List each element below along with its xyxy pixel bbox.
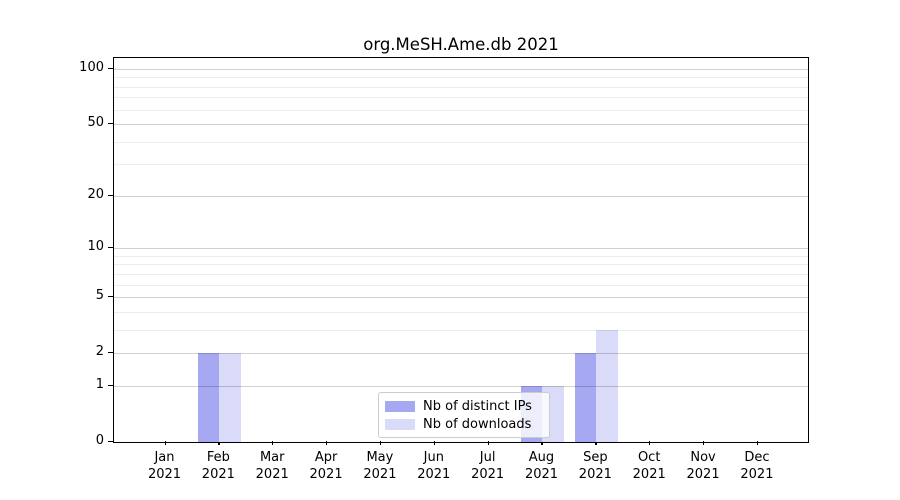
x-tick-mark (164, 441, 166, 445)
x-tick-month: Jul (479, 450, 496, 465)
legend: Nb of distinct IPs Nb of downloads (378, 392, 550, 438)
x-tick-label-sep: Sep 2021 (561, 450, 629, 483)
x-tick-label-jul: Jul 2021 (454, 450, 522, 483)
x-tick-year: 2021 (309, 466, 343, 482)
legend-label-downloads: Nb of downloads (423, 416, 532, 432)
x-tick-month: Jun (423, 450, 444, 465)
y-tick-label: 10 (87, 239, 104, 255)
x-tick-label-jan: Jan 2021 (131, 450, 199, 483)
major-gridline (114, 195, 808, 197)
minor-gridline (114, 164, 808, 166)
x-tick-year: 2021 (417, 466, 451, 482)
y-tick-label: 100 (79, 59, 104, 75)
y-tick-mark (108, 441, 113, 443)
x-tick-month: Mar (259, 450, 285, 465)
y-tick-label: 2 (95, 344, 104, 360)
x-tick-label-jun: Jun 2021 (400, 450, 468, 483)
x-tick-month: Nov (690, 450, 716, 465)
x-tick-year: 2021 (201, 466, 235, 482)
x-tick-mark (487, 441, 489, 445)
x-tick-year: 2021 (524, 466, 559, 482)
y-tick-mark (108, 296, 113, 298)
y-tick-mark (108, 247, 113, 249)
y-tick-label: 5 (95, 288, 104, 304)
x-tick-label-oct: Oct 2021 (615, 450, 683, 483)
y-tick-label: 0 (95, 433, 104, 448)
x-tick-month: May (366, 450, 394, 465)
x-tick-mark (595, 441, 597, 445)
x-tick-year: 2021 (740, 466, 774, 482)
minor-gridline (114, 109, 808, 111)
x-tick-mark (541, 441, 543, 445)
distinct-ips-color-swatch-icon (385, 400, 415, 412)
x-tick-year: 2021 (363, 466, 397, 482)
x-tick-year: 2021 (632, 466, 666, 482)
x-tick-month: Sep (583, 450, 608, 465)
y-tick-mark (108, 67, 113, 70)
minor-gridline (114, 255, 808, 257)
x-tick-label-feb: Feb 2021 (184, 450, 252, 483)
x-tick-label-dec: Dec 2021 (723, 450, 791, 483)
plot-area (113, 57, 809, 443)
x-tick-label-aug: Aug 2021 (507, 450, 575, 483)
x-tick-month: Oct (637, 450, 661, 465)
x-tick-label-may: May 2021 (346, 450, 414, 483)
x-tick-year: 2021 (255, 466, 289, 482)
x-tick-year: 2021 (686, 466, 720, 482)
minor-gridline (114, 264, 808, 266)
x-tick-month: Apr (314, 450, 338, 465)
x-tick-mark (433, 441, 435, 445)
y-tick-mark (108, 123, 113, 125)
x-tick-year: 2021 (578, 466, 612, 482)
x-tick-label-apr: Apr 2021 (292, 450, 360, 483)
legend-item-downloads: Nb of downloads (385, 417, 549, 432)
x-tick-year: 2021 (471, 466, 505, 482)
bar-downloads-sep (596, 329, 618, 442)
minor-gridline (114, 273, 808, 275)
y-tick-mark (108, 194, 113, 197)
minor-gridline (114, 329, 808, 331)
x-tick-month: Dec (744, 450, 770, 465)
downloads-color-swatch-icon (385, 418, 415, 430)
chart-title: org.MeSH.Ame.db 2021 (363, 35, 559, 54)
minor-gridline (114, 97, 808, 99)
x-tick-mark (379, 441, 382, 445)
minor-gridline (114, 284, 808, 286)
minor-gridline (114, 141, 808, 143)
y-tick-mark (108, 352, 113, 354)
major-gridline (114, 297, 808, 299)
x-tick-mark (326, 441, 328, 445)
minor-gridline (114, 86, 808, 88)
bar-distinct-ips-feb (197, 353, 220, 442)
major-gridline (114, 248, 808, 250)
x-tick-month: Feb (206, 450, 230, 465)
x-tick-year: 2021 (147, 466, 182, 482)
y-tick-label: 1 (95, 376, 104, 392)
x-tick-mark (649, 441, 651, 445)
minor-gridline (114, 77, 808, 79)
y-tick-mark (108, 384, 113, 387)
bar-distinct-ips-sep (574, 353, 597, 442)
y-tick-label: 20 (87, 186, 104, 202)
y-tick-label: 50 (87, 115, 104, 131)
x-tick-label-mar: Mar 2021 (238, 450, 306, 483)
x-tick-mark (272, 441, 274, 445)
bar-downloads-feb (219, 353, 241, 442)
x-tick-month: Jan (154, 450, 175, 465)
major-gridline (114, 353, 808, 355)
major-gridline (114, 385, 808, 387)
legend-item-distinct-ips: Nb of distinct IPs (385, 399, 549, 414)
legend-label-distinct-ips: Nb of distinct IPs (423, 398, 532, 414)
major-gridline (114, 124, 808, 126)
x-tick-mark (703, 441, 705, 445)
minor-gridline (114, 311, 808, 313)
x-tick-mark (756, 441, 759, 445)
x-tick-mark (218, 441, 220, 445)
x-tick-month: Aug (528, 450, 555, 465)
major-gridline (114, 68, 808, 70)
x-tick-label-nov: Nov 2021 (669, 450, 737, 483)
